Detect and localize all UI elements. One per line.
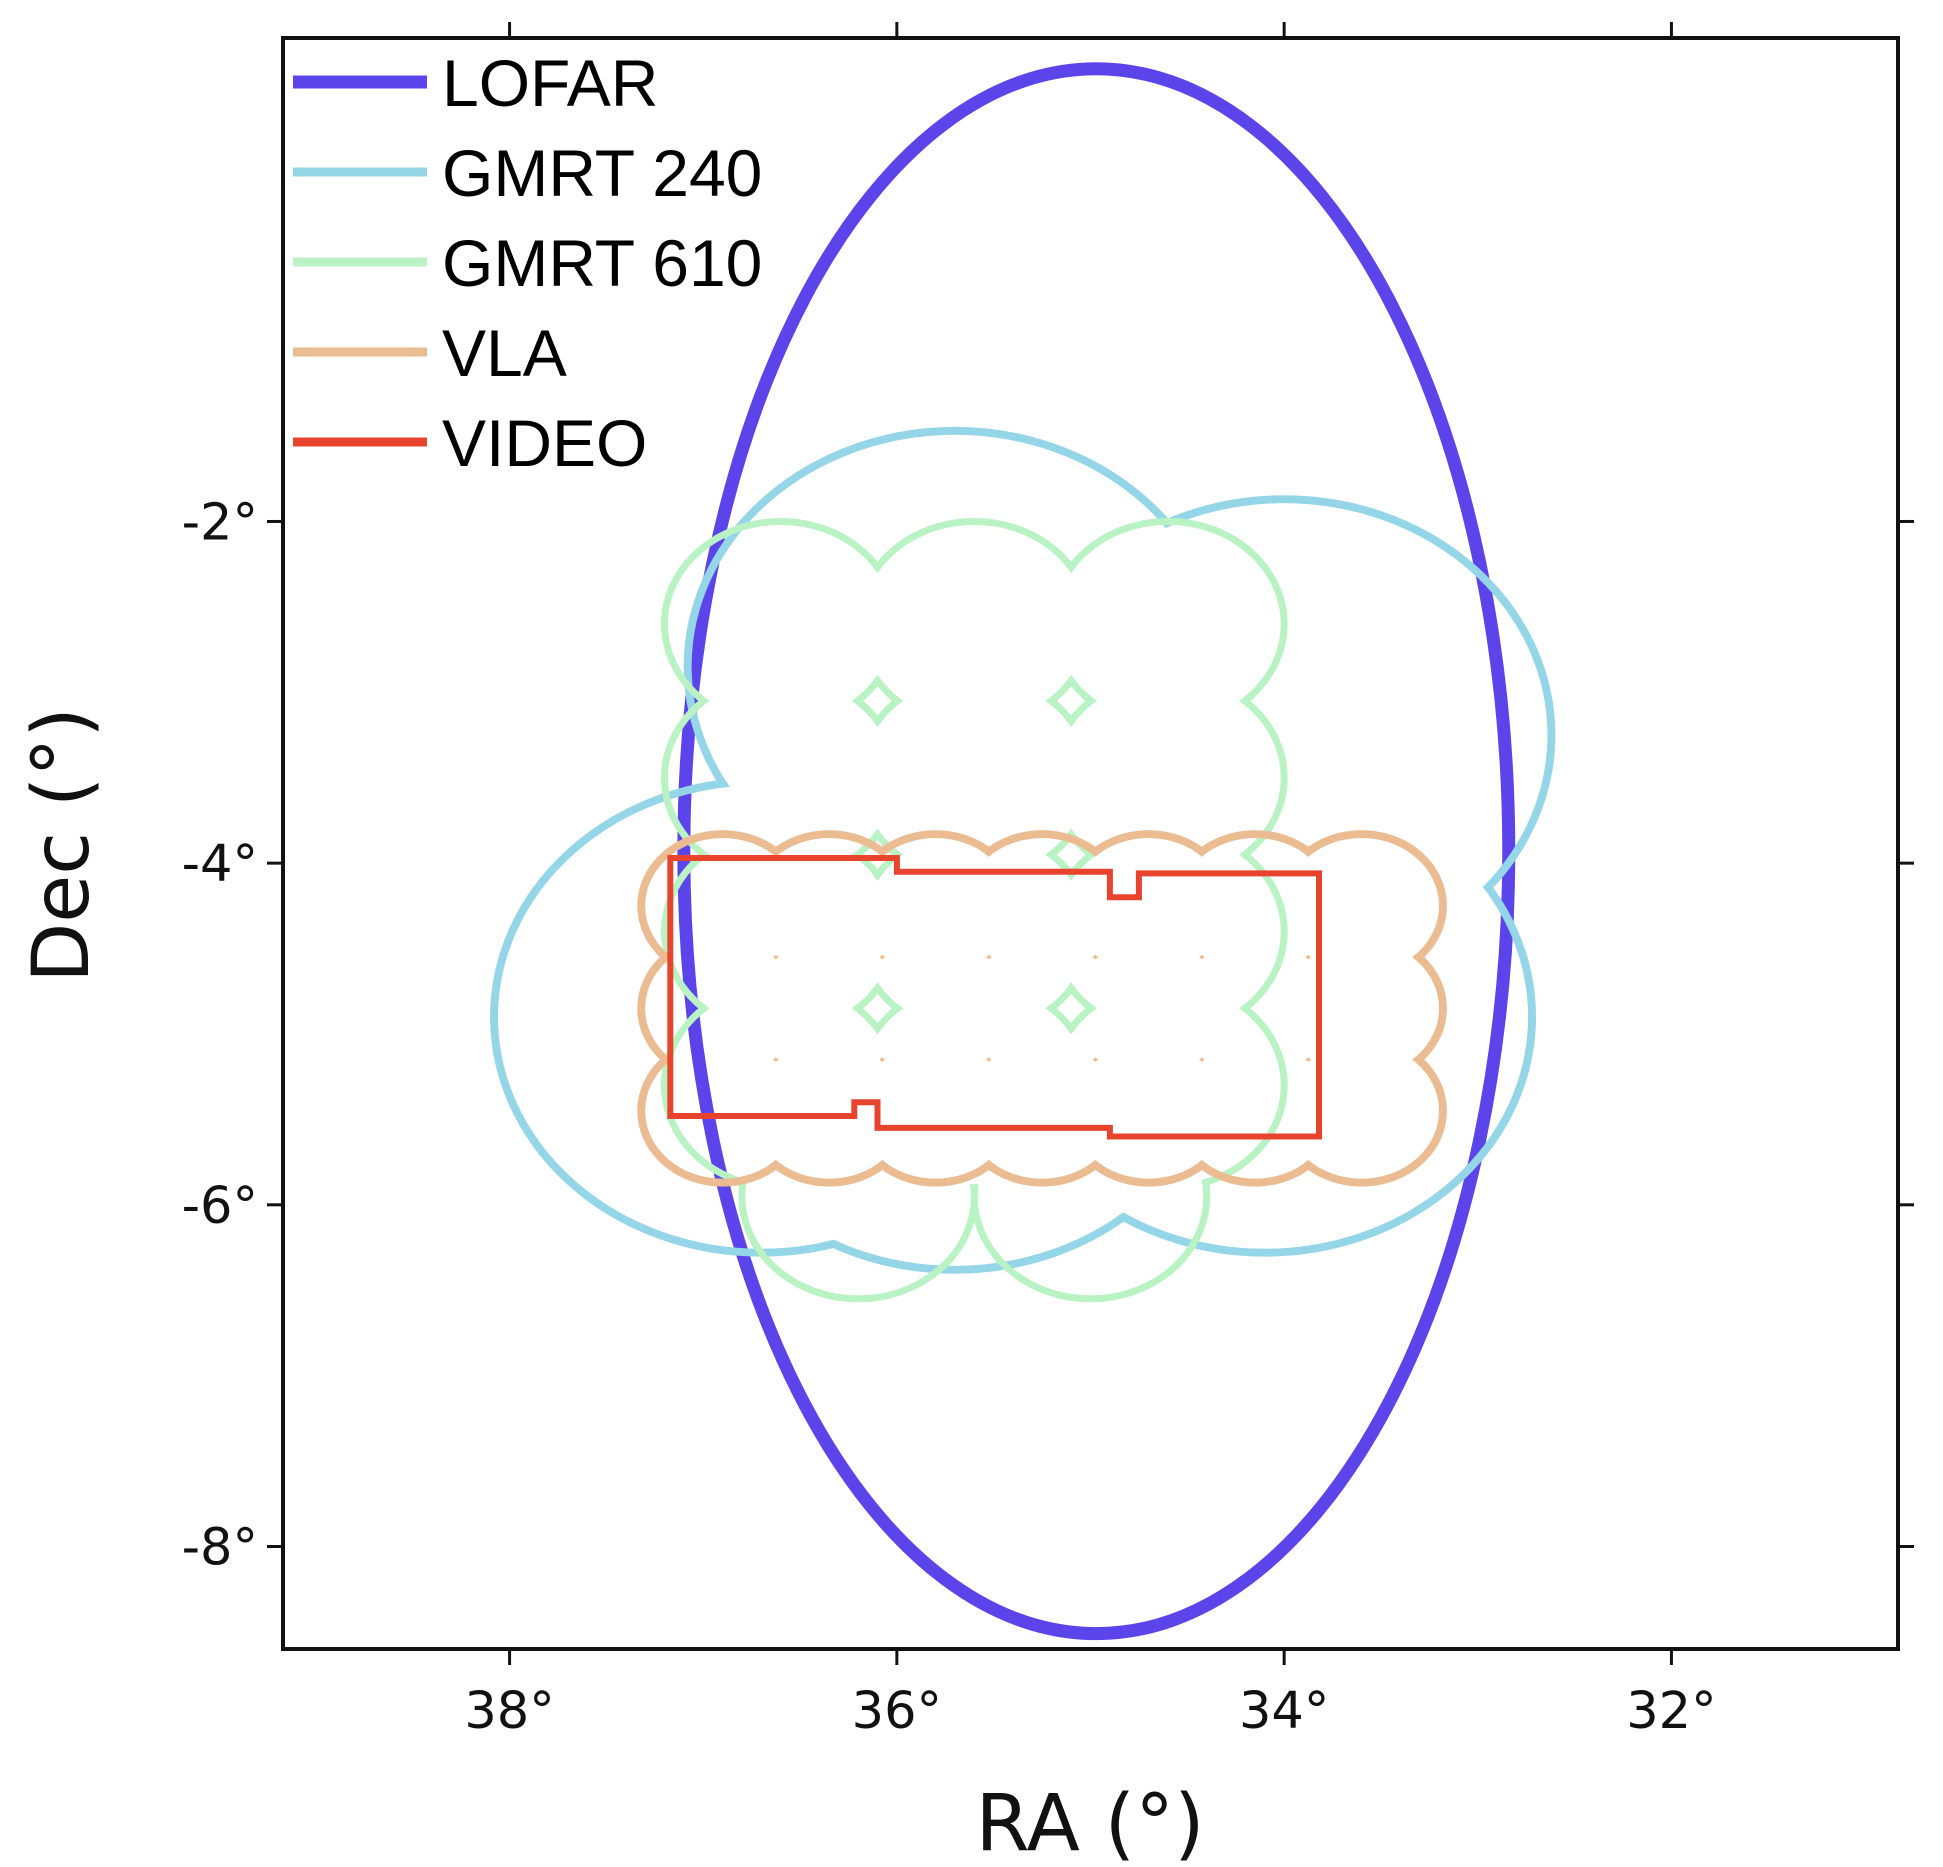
y-axis-label: Dec (°): [17, 707, 107, 983]
vla-pointing-12: [1169, 932, 1341, 1085]
gmrt-610-pointing-9: [660, 979, 901, 1192]
vla-pointing-9: [850, 932, 1021, 1085]
vla-pointing-20: [1276, 1035, 1447, 1187]
legend: LOFAR GMRT 240 GMRT 610 VLA VIDEO: [293, 46, 762, 480]
vla-pointing-1: [743, 830, 915, 982]
vla-pointing-6: [1276, 830, 1447, 982]
legend-item-video: VIDEO: [293, 406, 647, 480]
plot-frame: [281, 36, 1900, 1651]
axis-ticks: [267, 22, 1914, 1665]
legend-label: VIDEO: [442, 406, 647, 480]
legend-label: VLA: [442, 316, 567, 390]
y-tick-label: -2°: [182, 493, 258, 552]
vla-pointing-7: [637, 932, 808, 1085]
gmrt-240-footprint: [490, 426, 1556, 1274]
gmrt-610-pointing-2: [1048, 517, 1288, 730]
legend-item-gmrt-240: GMRT 240: [293, 136, 762, 210]
gmrt-240-pointing-0: [683, 426, 1227, 907]
vla-pointing-17: [956, 1035, 1128, 1187]
x-tick-label: 34°: [1239, 1682, 1329, 1741]
video-footprint: [667, 855, 1322, 1140]
gmrt-610-pointing-13: [970, 1090, 1211, 1303]
gmrt-240-pointing-5: [993, 777, 1537, 1257]
series-vla: [637, 830, 1447, 1187]
vla-pointing-18: [1063, 1035, 1234, 1187]
gmrt-610-pointing-0: [660, 517, 901, 730]
y-tick-label: -6°: [182, 1177, 258, 1236]
series-gmrt-240: [490, 426, 1556, 1274]
y-tick-label: -8°: [182, 1518, 258, 1577]
vla-pointing-5: [1169, 830, 1341, 982]
legend-label: GMRT 610: [442, 226, 762, 300]
legend-item-lofar: LOFAR: [293, 46, 658, 120]
vla-pointing-8: [743, 932, 915, 1085]
gmrt-610-pointing-3: [660, 671, 901, 884]
legend-label: GMRT 240: [442, 136, 762, 210]
series-video: [667, 855, 1322, 1140]
gmrt-610-pointing-6: [660, 825, 901, 1038]
x-tick-label: 32°: [1626, 1682, 1716, 1741]
tick-labels: 38° 36° 34° 32° -2° -4° -6° -8°: [182, 493, 1717, 1741]
legend-item-vla: VLA: [293, 316, 567, 390]
lofar-footprint: [677, 62, 1516, 1641]
vla-pointing-4: [1063, 830, 1234, 982]
vla-pointing-14: [637, 1035, 808, 1187]
vla-pointing-2: [850, 830, 1021, 982]
x-axis-label: RA (°): [975, 1779, 1204, 1867]
gmrt-610-pointing-5: [1048, 671, 1288, 884]
vla-pointing-11: [1063, 932, 1234, 1085]
vla-footprint: [637, 830, 1447, 1187]
x-tick-label: 38°: [464, 1682, 554, 1741]
series-layer: [490, 62, 1556, 1641]
vla-pointing-19: [1169, 1035, 1341, 1187]
vla-pointing-10: [956, 932, 1128, 1085]
gmrt-610-footprint: [660, 517, 1288, 1303]
gmrt-610-pointing-4: [854, 671, 1094, 884]
gmrt-610-pointing-1: [854, 517, 1094, 730]
series-gmrt-610: [660, 517, 1288, 1303]
series-lofar: [677, 62, 1516, 1641]
legend-label: LOFAR: [442, 46, 658, 120]
y-tick-label: -4°: [182, 835, 258, 894]
vla-pointing-15: [743, 1035, 915, 1187]
x-tick-label: 36°: [852, 1682, 942, 1741]
legend-item-gmrt-610: GMRT 610: [293, 226, 762, 300]
gmrt-240-pointing-2: [819, 708, 1362, 1189]
vla-pointing-0: [637, 830, 808, 982]
vla-pointing-3: [956, 830, 1128, 982]
vla-pointing-13: [1276, 932, 1447, 1085]
